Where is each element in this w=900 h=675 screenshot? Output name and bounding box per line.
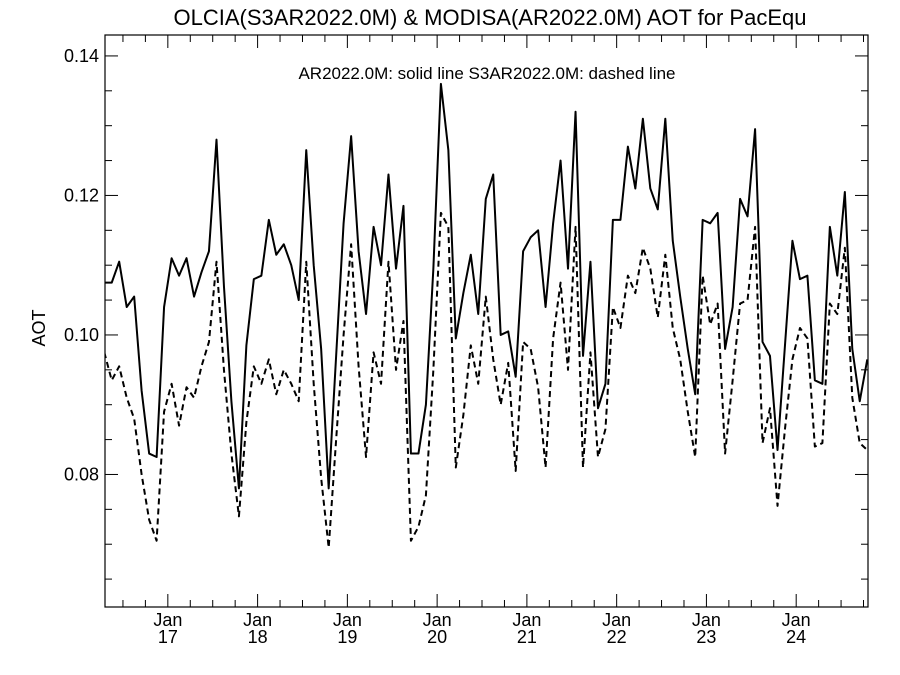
series-layer bbox=[105, 82, 868, 549]
x-tick-label-year: 20 bbox=[427, 627, 447, 647]
x-tick-label-month: Jan bbox=[333, 610, 362, 630]
x-tick-label-year: 23 bbox=[696, 627, 716, 647]
x-tick-label-month: Jan bbox=[782, 610, 811, 630]
x-tick-label-year: 22 bbox=[607, 627, 627, 647]
axes-layer: 0.080.100.120.14Jan17Jan18Jan19Jan20Jan2… bbox=[64, 35, 868, 647]
chart-title: OLCIA(S3AR2022.0M) & MODISA(AR2022.0M) A… bbox=[174, 5, 807, 30]
x-tick-label-month: Jan bbox=[602, 610, 631, 630]
x-tick-label-year: 21 bbox=[517, 627, 537, 647]
y-tick-label: 0.12 bbox=[64, 185, 99, 205]
x-tick-label-month: Jan bbox=[243, 610, 272, 630]
y-tick-label: 0.08 bbox=[64, 464, 99, 484]
x-tick-label-year: 17 bbox=[158, 627, 178, 647]
x-tick-label-year: 24 bbox=[786, 627, 806, 647]
x-tick-label-month: Jan bbox=[512, 610, 541, 630]
x-tick-label-month: Jan bbox=[692, 610, 721, 630]
y-axis-label: AOT bbox=[29, 309, 49, 346]
y-tick-label: 0.10 bbox=[64, 325, 99, 345]
x-tick-label-year: 19 bbox=[337, 627, 357, 647]
x-tick-label-year: 18 bbox=[248, 627, 268, 647]
x-tick-label-month: Jan bbox=[423, 610, 452, 630]
series-line-ar2022-0m bbox=[105, 82, 868, 490]
x-tick-label-month: Jan bbox=[153, 610, 182, 630]
plot-frame bbox=[104, 34, 869, 608]
y-tick-label: 0.14 bbox=[64, 46, 99, 66]
line-style-annotation: AR2022.0M: solid line S3AR2022.0M: dashe… bbox=[298, 64, 675, 83]
series-line-s3ar2022-0m bbox=[105, 211, 868, 549]
